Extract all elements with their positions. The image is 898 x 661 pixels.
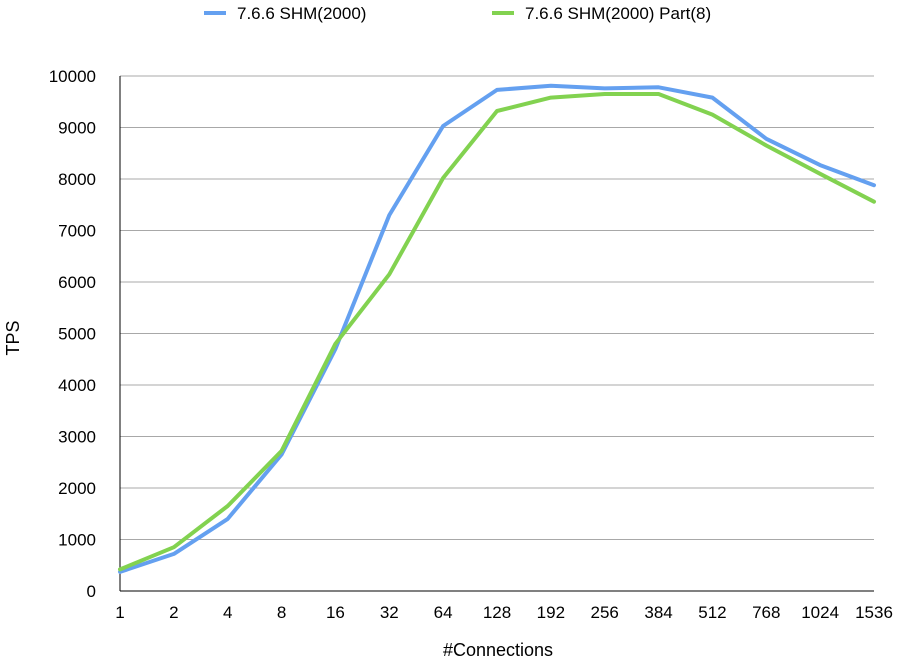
x-tick-label: 768 [752, 603, 780, 622]
legend-label-2: 7.6.6 SHM(2000) Part(8) [525, 4, 711, 23]
y-tick-label: 1000 [58, 531, 96, 550]
x-tick-label: 512 [698, 603, 726, 622]
legend: 7.6.6 SHM(2000) 7.6.6 SHM(2000) Part(8) [204, 4, 711, 23]
series-line-1 [118, 83, 876, 574]
x-tick-label: 384 [644, 603, 672, 622]
y-tick-label: 10000 [49, 67, 96, 86]
x-tick-label: 1536 [855, 603, 893, 622]
x-axis-title: #Connections [443, 640, 553, 660]
x-tick-label: 64 [434, 603, 453, 622]
x-tick-label: 1024 [801, 603, 839, 622]
x-tick-label: 128 [483, 603, 511, 622]
y-tick-label: 5000 [58, 325, 96, 344]
x-tick-label: 1 [115, 603, 124, 622]
y-tick-label: 9000 [58, 119, 96, 138]
legend-label-1: 7.6.6 SHM(2000) [237, 4, 366, 23]
y-axis-ticks: 0 1000 2000 3000 4000 5000 6000 7000 8000 9000 100… [49, 67, 96, 601]
gridlines [119, 75, 874, 592]
x-tick-label: 8 [277, 603, 286, 622]
y-tick-label: 6000 [58, 273, 96, 292]
y-tick-label: 8000 [58, 170, 96, 189]
y-tick-label: 0 [87, 582, 96, 601]
x-tick-label: 4 [223, 603, 232, 622]
series-lines [118, 83, 876, 574]
y-tick-label: 7000 [58, 222, 96, 241]
x-tick-label: 2 [169, 603, 178, 622]
x-tick-label: 16 [326, 603, 345, 622]
y-axis-title: TPS [3, 320, 23, 355]
x-tick-label: 32 [380, 603, 399, 622]
x-axis-ticks: 1 2 4 8 16 32 64 128 192 256 384 512 768 1024 1536 [115, 603, 893, 622]
x-tick-label: 192 [537, 603, 565, 622]
y-tick-label: 4000 [58, 376, 96, 395]
series-line-2 [118, 92, 876, 572]
y-tick-label: 3000 [58, 428, 96, 447]
x-tick-label: 256 [591, 603, 619, 622]
y-tick-label: 2000 [58, 479, 96, 498]
